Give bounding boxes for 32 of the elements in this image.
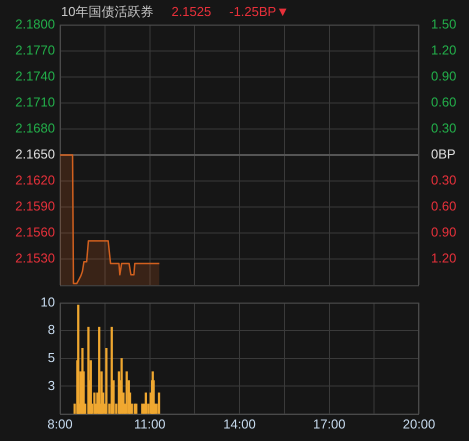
y2-tick-label: 0BP: [431, 146, 456, 162]
y-tick-label: 2.1710: [15, 94, 55, 110]
y-tick-label: 2.1620: [15, 172, 55, 188]
y-tick-label: 8: [48, 322, 55, 338]
y-tick-label: 3: [48, 378, 55, 393]
y2-tick-label: 1.20: [431, 250, 456, 266]
x-tick-label: 20:00: [402, 416, 436, 432]
x-tick-label: 11:00: [134, 416, 166, 432]
y-tick-label: 2.1590: [15, 198, 55, 214]
x-tick-label: 17:00: [312, 416, 346, 432]
text: 2.1525: [171, 3, 212, 21]
y-tick-label: 2.1740: [15, 68, 55, 84]
y2-tick-label: 0.60: [431, 198, 456, 214]
x-tick-label: 8:00: [47, 416, 73, 432]
text: -1.25BP▼: [229, 3, 290, 21]
y-tick-label: 2.1770: [15, 42, 55, 58]
chart-title: 10年国债活跃券: [61, 3, 154, 21]
x-tick-label: 14:00: [223, 416, 256, 432]
y2-tick-label: 0.90: [431, 224, 456, 240]
y2-tick-label: 0.90: [431, 68, 456, 84]
y2-tick-label: 0.30: [431, 120, 456, 136]
y2-tick-label: 0.60: [431, 94, 456, 110]
y2-tick-label: 1.50: [431, 16, 456, 32]
y-tick-label: 2.1560: [15, 224, 55, 240]
y-tick-label: 10: [40, 294, 55, 310]
y-tick-label: 5: [48, 350, 55, 365]
y-tick-label: 2.1650: [15, 146, 55, 162]
y2-tick-label: 0.30: [431, 172, 456, 188]
y-tick-label: 2.1530: [15, 250, 55, 266]
y2-tick-label: 1.20: [431, 42, 456, 58]
y-tick-label: 2.1680: [15, 120, 55, 136]
y-tick-label: 2.1800: [15, 16, 55, 32]
